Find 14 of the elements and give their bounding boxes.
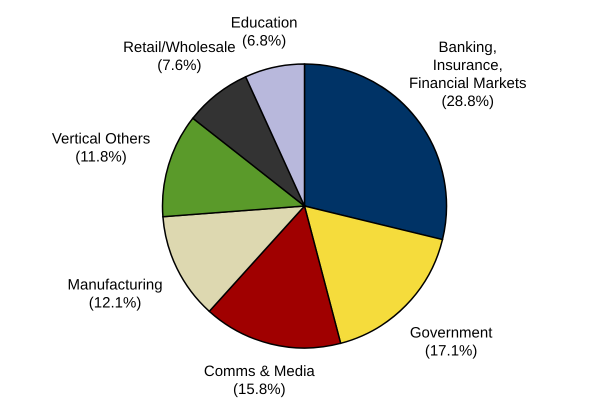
slice-label: Vertical Others [52,130,150,148]
data-label: (6.8%) [242,32,286,50]
slice-label: Manufacturing [68,276,163,294]
data-label: (11.8%) [75,148,127,166]
data-label: (15.8%) [233,381,286,398]
data-label: (12.1%) [88,294,142,312]
slice-label: Retail/Wholesale [123,39,236,56]
slice-label: Education [230,14,298,32]
data-label: (28.8%) [441,93,494,110]
slice-label: Government [410,324,494,342]
slice-label: Banking, Insurance, Financial Markets [408,39,526,92]
data-label: (7.6%) [157,57,202,74]
slice-label: Comms & Media [204,363,316,380]
data-label: (17.1%) [424,342,478,360]
